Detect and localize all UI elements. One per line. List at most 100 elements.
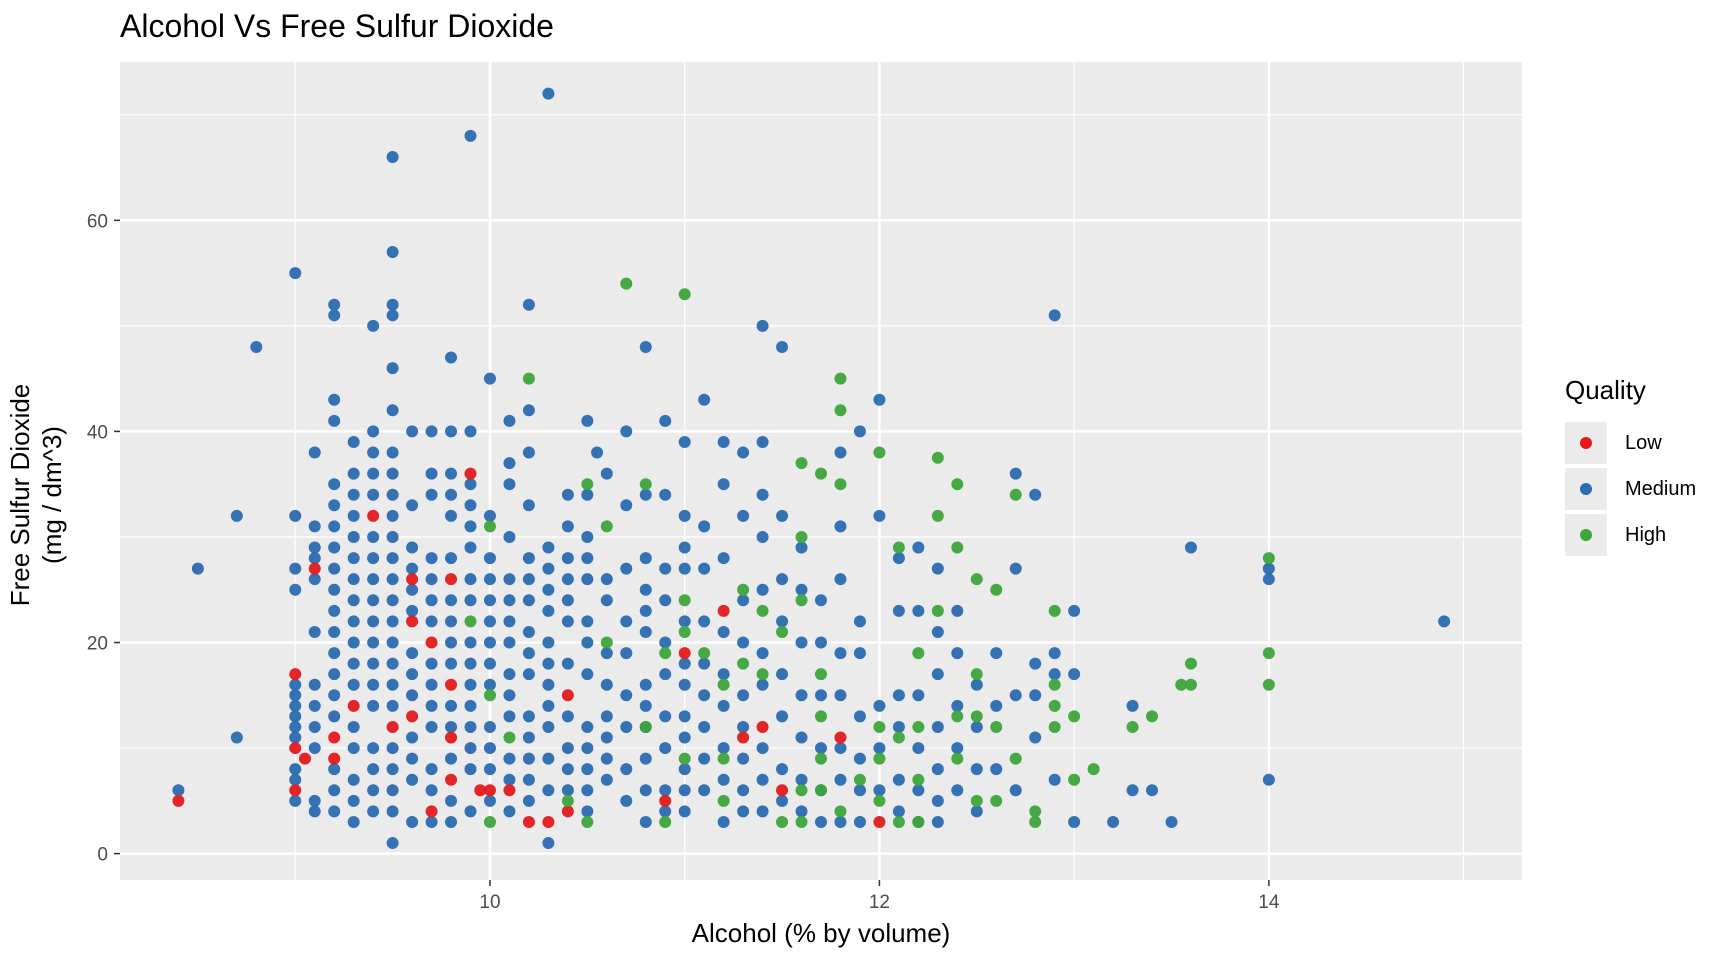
data-point-medium — [912, 689, 925, 702]
data-point-medium — [873, 393, 886, 406]
data-point-medium — [834, 773, 847, 786]
data-point-medium — [542, 87, 555, 100]
legend-key-medium — [1565, 468, 1607, 510]
data-point-medium — [1068, 815, 1081, 828]
data-point-medium — [347, 794, 360, 807]
data-point-medium — [1048, 773, 1061, 786]
data-point-medium — [795, 636, 808, 649]
data-point-medium — [678, 541, 691, 554]
data-point-medium — [406, 815, 419, 828]
data-point-medium — [328, 668, 341, 681]
data-point-high — [931, 509, 944, 522]
data-point-high — [795, 815, 808, 828]
data-point-medium — [581, 742, 594, 755]
data-point-low — [347, 699, 360, 712]
data-point-medium — [464, 636, 477, 649]
data-point-high — [737, 657, 750, 670]
data-point-medium — [542, 562, 555, 575]
data-point-high — [620, 277, 633, 290]
data-point-medium — [756, 488, 769, 501]
data-point-medium — [425, 720, 438, 733]
data-point-medium — [853, 784, 866, 797]
data-point-medium — [561, 657, 574, 670]
data-point-medium — [503, 752, 516, 765]
data-point-medium — [483, 636, 496, 649]
data-point-medium — [620, 720, 633, 733]
data-point-low — [522, 815, 535, 828]
data-point-low — [406, 615, 419, 628]
data-point-low — [367, 509, 380, 522]
data-point-high — [503, 731, 516, 744]
data-point-medium — [776, 340, 789, 353]
data-point-high — [717, 678, 730, 691]
data-point-medium — [581, 636, 594, 649]
data-point-medium — [406, 499, 419, 512]
data-point-medium — [367, 530, 380, 543]
data-point-medium — [483, 573, 496, 586]
data-point-medium — [425, 657, 438, 670]
data-point-medium — [542, 604, 555, 617]
data-point-medium — [503, 805, 516, 818]
data-point-medium — [289, 731, 302, 744]
data-point-high — [600, 520, 613, 533]
data-point-medium — [756, 647, 769, 660]
data-point-high — [1184, 657, 1197, 670]
data-point-medium — [931, 720, 944, 733]
data-point-medium — [1107, 815, 1120, 828]
data-point-medium — [912, 541, 925, 554]
data-point-medium — [328, 298, 341, 311]
data-point-high — [483, 815, 496, 828]
data-point-medium — [367, 742, 380, 755]
data-point-medium — [542, 699, 555, 712]
data-point-medium — [892, 773, 905, 786]
data-point-medium — [698, 784, 711, 797]
data-point-medium — [425, 763, 438, 776]
data-point-medium — [367, 488, 380, 501]
data-point-medium — [367, 636, 380, 649]
data-point-medium — [386, 298, 399, 311]
data-point-medium — [951, 742, 964, 755]
data-point-medium — [464, 425, 477, 438]
data-point-medium — [678, 678, 691, 691]
data-point-medium — [717, 435, 730, 448]
data-point-medium — [1048, 668, 1061, 681]
y-tick-label: 20 — [87, 634, 108, 655]
data-point-medium — [561, 615, 574, 628]
data-point-medium — [591, 446, 604, 459]
data-point-medium — [503, 457, 516, 470]
data-point-low — [756, 720, 769, 733]
data-point-high — [931, 451, 944, 464]
data-point-medium — [386, 763, 399, 776]
data-point-medium — [970, 720, 983, 733]
data-point-medium — [853, 647, 866, 660]
data-point-medium — [1009, 467, 1022, 480]
data-point-low — [289, 668, 302, 681]
data-point-medium — [659, 742, 672, 755]
data-point-medium — [367, 467, 380, 480]
data-point-medium — [717, 668, 730, 681]
data-point-medium — [483, 678, 496, 691]
data-point-medium — [406, 731, 419, 744]
data-point-medium — [678, 805, 691, 818]
data-point-low — [464, 467, 477, 480]
legend-label-high: High — [1625, 523, 1667, 546]
data-point-medium — [328, 393, 341, 406]
data-point-medium — [990, 647, 1003, 660]
data-point-medium — [776, 668, 789, 681]
legend: Quality Low Medium High — [1565, 375, 1696, 558]
data-point-high — [970, 794, 983, 807]
data-point-high — [815, 668, 827, 681]
data-point-medium — [250, 340, 263, 353]
data-point-high — [1029, 805, 1042, 818]
data-point-medium — [737, 509, 750, 522]
data-point-medium — [990, 699, 1003, 712]
data-point-medium — [600, 594, 613, 607]
data-point-medium — [425, 615, 438, 628]
data-point-medium — [873, 742, 886, 755]
data-point-medium — [1262, 573, 1275, 586]
data-point-medium — [639, 552, 652, 565]
data-point-medium — [328, 541, 341, 554]
data-point-medium — [717, 478, 730, 491]
data-point-medium — [892, 604, 905, 617]
